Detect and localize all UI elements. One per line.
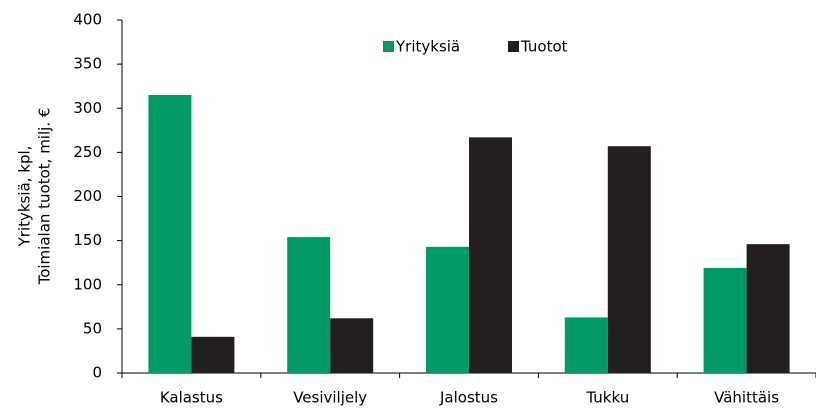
bar [191,336,235,373]
x-tick-label: Vesiviljely [293,389,367,407]
y-tick-label: 200 [73,187,102,205]
y-tick-label: 300 [73,99,102,117]
y-tick-label: 150 [73,231,102,249]
y-tick-label: 100 [73,275,102,293]
bar [564,317,608,373]
legend-label: Yrityksiä [395,38,460,56]
bar [607,146,651,373]
bar [426,246,469,373]
bar [746,244,790,373]
bar [703,267,747,373]
bar [469,137,512,373]
x-tick-label: Jalostus [439,389,498,407]
x-tick-label: Tukku [585,389,629,407]
y-axis-label: Yrityksiä, kpl, [16,146,34,248]
legend-swatch [383,41,394,52]
bar [148,95,192,373]
y-tick-label: 250 [73,143,102,161]
y-tick-label: 50 [83,319,102,337]
y-tick-label: 0 [92,364,102,382]
legend-swatch [508,41,519,52]
y-axis-label: Toimialan tuotot, milj. € [36,108,54,286]
legend-label: Tuotot [520,38,568,56]
x-tick-label: Vähittäis [714,389,779,407]
y-tick-label: 400 [73,11,102,29]
y-tick-label: 350 [73,55,102,73]
bar [330,318,374,373]
x-tick-label: Kalastus [160,389,223,407]
bar [287,237,331,373]
